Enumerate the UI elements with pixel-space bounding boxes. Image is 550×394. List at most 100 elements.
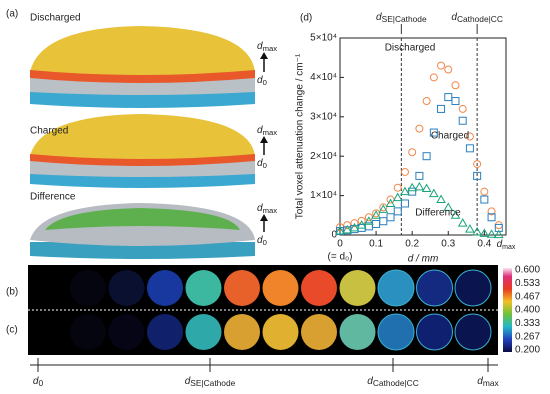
label-sub: SE|Cathode	[190, 378, 235, 388]
point	[437, 61, 446, 70]
image-title: Charged	[30, 126, 68, 137]
slice-b	[339, 270, 376, 306]
label-sub: max	[263, 44, 278, 53]
panel-label: (a)	[6, 9, 18, 20]
point	[371, 210, 381, 219]
colorbar-tick: 0.333	[515, 318, 540, 329]
subscript-label: dmax	[477, 376, 499, 389]
render-discharged	[30, 26, 255, 108]
x-tick-label: 0	[337, 239, 343, 250]
series-label: Discharged	[385, 43, 436, 54]
arrow-head	[260, 214, 268, 221]
point	[465, 132, 474, 141]
point	[342, 224, 353, 234]
point	[428, 188, 439, 198]
panel-label: (d)	[300, 13, 312, 24]
slice-b	[108, 270, 145, 306]
slice-c	[147, 314, 183, 350]
point	[407, 182, 418, 192]
point	[372, 219, 381, 228]
point	[473, 160, 482, 169]
y-tick-label: 2×10⁴	[310, 151, 337, 162]
label-sub: 0	[263, 161, 267, 170]
x-axis-label: d / mm	[408, 254, 439, 265]
point	[386, 213, 395, 222]
point	[415, 171, 424, 180]
point	[408, 187, 417, 196]
point	[400, 167, 409, 176]
y-axis-label: Total voxel attenuation change / cm⁻¹	[295, 53, 306, 219]
point	[429, 128, 438, 137]
point	[372, 209, 381, 218]
slice-b	[301, 270, 337, 306]
slice-c	[416, 313, 453, 351]
point	[450, 210, 461, 219]
point	[493, 229, 504, 239]
subscript-label: dmax	[257, 41, 277, 53]
slice-b	[416, 269, 453, 307]
label-main: d	[376, 12, 382, 23]
point	[364, 216, 374, 225]
slice-c	[339, 314, 376, 350]
x0-note: (= d₀)	[328, 252, 353, 263]
slice-b	[70, 270, 106, 306]
point	[487, 213, 496, 222]
point	[486, 229, 497, 238]
label-main: d	[497, 239, 503, 250]
label-sub: 0	[263, 78, 267, 87]
x-tick-label: 0.1	[369, 239, 383, 250]
point	[421, 183, 432, 193]
subscript-label: d0	[257, 235, 267, 247]
y-tick-label: 4×10⁴	[310, 72, 337, 83]
point	[400, 186, 410, 196]
colorbar-tick: 0.400	[515, 305, 540, 316]
slice-b	[185, 270, 222, 306]
subscript-label: d0	[257, 158, 267, 170]
point	[422, 97, 431, 106]
colorbar-tick: 0.467	[515, 291, 540, 302]
label-sub: max	[502, 244, 516, 251]
point	[444, 65, 453, 74]
point	[494, 221, 503, 230]
image-title: Discharged	[30, 13, 81, 24]
arrow-head	[260, 52, 268, 59]
label-main: d	[367, 376, 373, 387]
label-sub: Cathode|CC	[373, 378, 419, 388]
x-tick-label: 0.4	[477, 239, 491, 250]
y-tick-label: 5×10⁴	[310, 33, 337, 44]
label-main: d	[257, 41, 263, 52]
point	[444, 93, 453, 102]
plot-frame	[339, 37, 507, 236]
label-main: d	[257, 203, 263, 214]
point	[415, 124, 424, 133]
label-main: d	[257, 235, 263, 246]
y-tick-label: 1×10⁴	[310, 190, 337, 201]
label-main: d	[477, 376, 483, 387]
point	[473, 171, 482, 180]
slice-b	[147, 270, 183, 306]
slice-c	[70, 314, 106, 350]
slice-b	[224, 270, 260, 306]
label-main: d	[257, 125, 263, 136]
series-label: Charged	[431, 131, 469, 142]
point	[379, 203, 388, 212]
render-charged	[30, 114, 255, 188]
point	[457, 218, 468, 227]
x-tick-label: 0.3	[441, 239, 455, 250]
point	[436, 194, 446, 204]
subscript-label: dCathode|CC	[451, 12, 503, 25]
slice-c	[185, 314, 222, 350]
slice-c	[377, 313, 415, 351]
slice-b	[262, 270, 299, 306]
x-tick-label: 0.2	[405, 239, 419, 250]
subscript-label: dmax	[257, 125, 277, 137]
colorbar-tick: 0.200	[515, 345, 540, 356]
label-sub: Cathode|CC	[457, 14, 503, 24]
slice-b	[377, 269, 415, 307]
point	[385, 198, 396, 207]
subscript-label: dCathode|CC	[367, 376, 419, 389]
label-main: d	[257, 75, 263, 86]
point	[437, 104, 446, 113]
subscript-label: d0	[257, 75, 267, 87]
